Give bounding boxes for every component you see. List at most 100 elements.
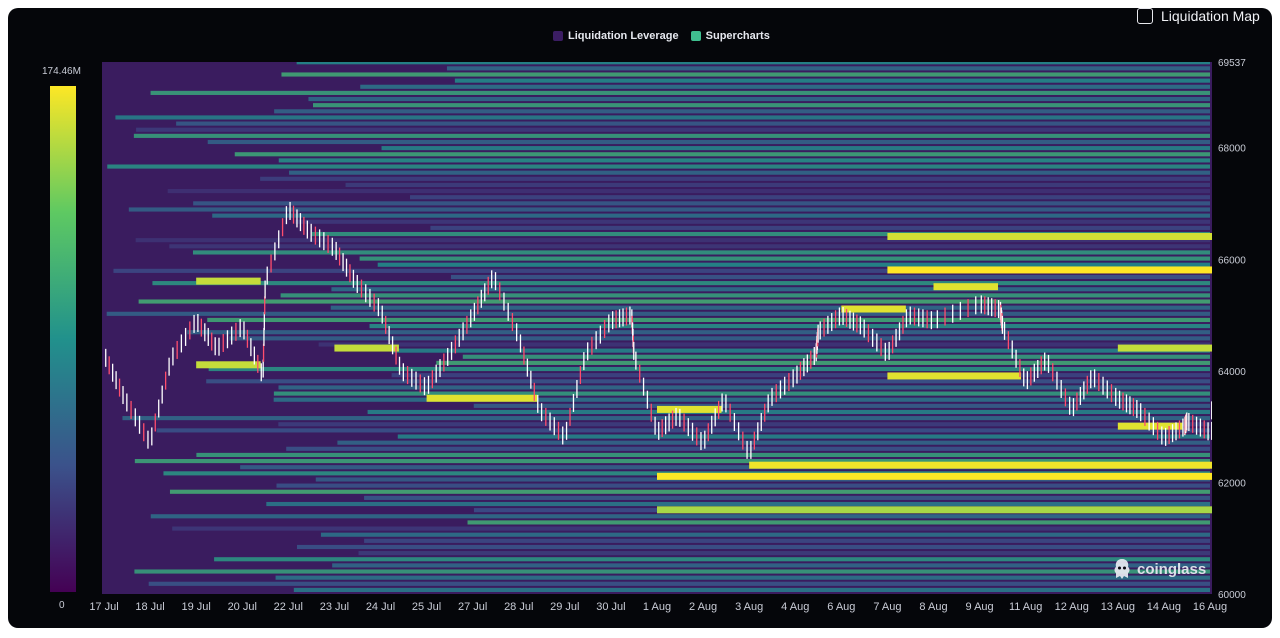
heatmap-band: [450, 274, 1210, 280]
heatmap-band: [106, 311, 1210, 316]
heatmap-band: [359, 256, 1210, 261]
heatmap-band: [318, 342, 1210, 347]
heatmap-band: [138, 299, 1211, 304]
heatmap-band: [381, 146, 1210, 151]
heatmap-band: [397, 434, 1210, 439]
x-tick-label: 19 Jul: [181, 601, 210, 613]
heatmap-band: [473, 403, 1211, 408]
x-tick-label: 6 Aug: [827, 601, 855, 613]
x-tick-label: 28 Jul: [504, 601, 533, 613]
legend-label-supercharts: Supercharts: [705, 30, 770, 42]
heatmap-band: [278, 422, 1210, 427]
x-tick-label: 18 Jul: [135, 601, 164, 613]
price-series: [105, 201, 1212, 459]
x-tick-label: 3 Aug: [735, 601, 763, 613]
watermark-text: coinglass: [1137, 560, 1207, 578]
legend: Liquidation Leverage Supercharts: [553, 30, 770, 42]
heatmap-band: [133, 133, 1210, 138]
heatmap-band: [286, 446, 1210, 451]
heatmap-band: [281, 72, 1211, 77]
heatmap-band: [156, 428, 1210, 433]
heatmap-band: [410, 195, 1211, 200]
x-tick-label: 14 Aug: [1147, 601, 1181, 613]
heatmap-band: [135, 238, 1210, 243]
y-tick-label: 62000: [1218, 478, 1246, 489]
heatmap-band: [312, 103, 1211, 108]
heatmap-band: [275, 575, 1210, 580]
heatmap-band: [115, 115, 1211, 120]
coinglass-watermark: coinglass: [1112, 558, 1206, 580]
heatmap-band: [273, 397, 1210, 402]
heatmap-band: [454, 78, 1210, 83]
chart-frame: 174.46M 0 17 Jul 18 Jul 19 Jul 20 Jul 22 Jul…: [8, 8, 1272, 628]
heatmap-band: [113, 268, 1210, 273]
hot-level: [1117, 344, 1212, 352]
heatmap-band: [169, 489, 1210, 494]
heatmap-band: [289, 170, 1210, 175]
heatmap-band: [330, 305, 1210, 310]
x-tick-label: 22 Jul: [274, 601, 303, 613]
heatmap-band: [150, 514, 1210, 519]
heatmap-band: [167, 189, 1210, 194]
heatmap-band: [274, 109, 1210, 114]
x-tick-label: 16 Aug: [1193, 601, 1227, 613]
colorbar: [50, 86, 76, 592]
heatmap-band: [337, 440, 1210, 445]
x-axis: 17 Jul 18 Jul 19 Jul 20 Jul 22 Jul 23 Jul 24 J…: [89, 601, 1227, 613]
legend-item-supercharts[interactable]: Supercharts: [690, 30, 770, 42]
heatmap-band: [207, 139, 1210, 145]
heatmap-band: [293, 587, 1211, 592]
hot-level: [426, 394, 538, 402]
legend-item-liquidation-leverage[interactable]: Liquidation Leverage: [553, 30, 679, 42]
heatmap-band: [134, 569, 1210, 574]
heatmap-band: [150, 90, 1211, 95]
heatmap-band: [278, 158, 1211, 163]
heatmap-band: [176, 121, 1211, 126]
liquidation-heatmap-chart[interactable]: 174.46M 0 17 Jul 18 Jul 19 Jul 20 Jul 22 Jul…: [8, 8, 1272, 628]
heatmap-band: [172, 526, 1210, 531]
heatmap-band: [345, 182, 1211, 188]
heatmap-band: [229, 336, 1211, 341]
heatmap-band: [296, 62, 1210, 65]
hot-level: [841, 305, 906, 313]
heatmap-band: [430, 225, 1210, 230]
heatmap-band: [369, 324, 1211, 329]
x-tick-label: 24 Jul: [366, 601, 395, 613]
heatmap-band: [214, 557, 1211, 562]
heatmap-band: [462, 354, 1210, 359]
x-tick-label: 4 Aug: [781, 601, 809, 613]
hot-level: [1117, 422, 1183, 430]
heatmap-band: [148, 581, 1211, 586]
heatmap-band: [192, 250, 1211, 255]
hot-level: [657, 506, 1212, 514]
coinglass-logo-icon: [1114, 559, 1130, 579]
heatmap-band: [206, 379, 1210, 384]
colorbar-max-label: 174.46M: [42, 66, 81, 77]
hot-liquidation-levels: [196, 232, 1212, 514]
y-axis: 60000 62000 64000 66000 68000 69537: [1218, 58, 1246, 601]
y-tick-label: 68000: [1218, 144, 1246, 155]
heatmap-band: [273, 391, 1210, 396]
heatmap-band: [367, 409, 1210, 415]
colorbar-min-label: 0: [59, 600, 65, 611]
heatmap-band: [358, 551, 1210, 556]
hot-level: [196, 277, 261, 285]
x-tick-label: 20 Jul: [228, 601, 257, 613]
heatmap-band: [364, 495, 1210, 500]
hot-level: [334, 344, 399, 352]
liquidation-map-checkbox[interactable]: [1137, 8, 1153, 24]
heatmap-band: [276, 483, 1210, 488]
liquidation-map-toggle[interactable]: Liquidation Map: [1137, 8, 1260, 24]
hot-level: [657, 405, 722, 413]
heatmap-band: [331, 287, 1210, 292]
plot-area: [102, 62, 1212, 594]
heatmap-band: [240, 465, 1211, 470]
legend-label-liquidation-leverage: Liquidation Leverage: [568, 30, 679, 42]
y-tick-label: 69537: [1218, 58, 1246, 69]
y-tick-label: 66000: [1218, 255, 1246, 266]
heatmap-band: [169, 244, 1211, 249]
hot-level: [657, 472, 1212, 480]
heatmap-band: [332, 563, 1210, 568]
heatmap-band: [364, 538, 1210, 543]
hot-level: [749, 461, 1212, 469]
